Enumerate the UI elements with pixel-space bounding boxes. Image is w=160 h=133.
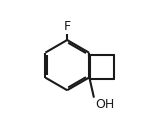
Text: OH: OH (95, 98, 114, 111)
Text: F: F (64, 20, 71, 33)
